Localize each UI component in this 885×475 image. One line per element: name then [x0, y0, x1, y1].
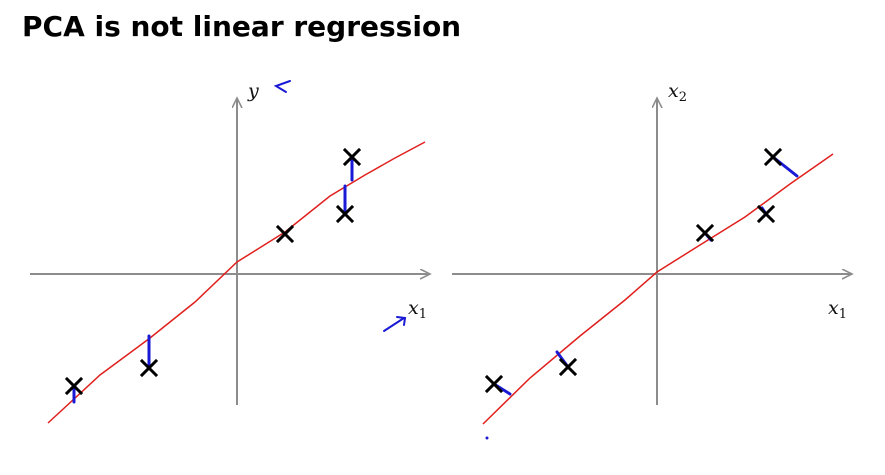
- left-y-axis-label: y: [247, 80, 259, 102]
- left-residuals: [72, 158, 354, 404]
- right-data-point: [484, 374, 504, 394]
- pen-dot: [485, 436, 489, 440]
- right-points: [484, 147, 783, 394]
- right-axes: [452, 98, 852, 405]
- left-plot: y x1: [30, 80, 430, 424]
- left-data-point: [342, 147, 362, 167]
- right-data-point: [763, 147, 783, 167]
- left-points: [64, 147, 362, 396]
- right-data-point: [756, 204, 776, 224]
- right-pca-line: [482, 153, 834, 425]
- right-data-point: [558, 357, 578, 377]
- right-data-point: [695, 223, 715, 243]
- left-regression-line: [47, 141, 426, 424]
- right-x-axis-label: x1: [828, 297, 847, 322]
- pen-mark-near-y-label: [273, 80, 291, 93]
- left-data-point: [275, 224, 295, 244]
- right-plot: x2 x1: [452, 80, 852, 440]
- pen-mark-near-x-label: [383, 316, 407, 332]
- right-projections: [492, 155, 799, 396]
- left-data-point: [64, 376, 84, 396]
- left-axes: [30, 98, 430, 405]
- left-data-point: [139, 358, 159, 378]
- left-data-point: [335, 204, 355, 224]
- right-y-axis-label: x2: [668, 80, 687, 105]
- left-pen-annotations: [273, 80, 407, 332]
- left-x-axis-label: x1: [408, 297, 427, 322]
- slide-title: PCA is not linear regression: [22, 10, 462, 43]
